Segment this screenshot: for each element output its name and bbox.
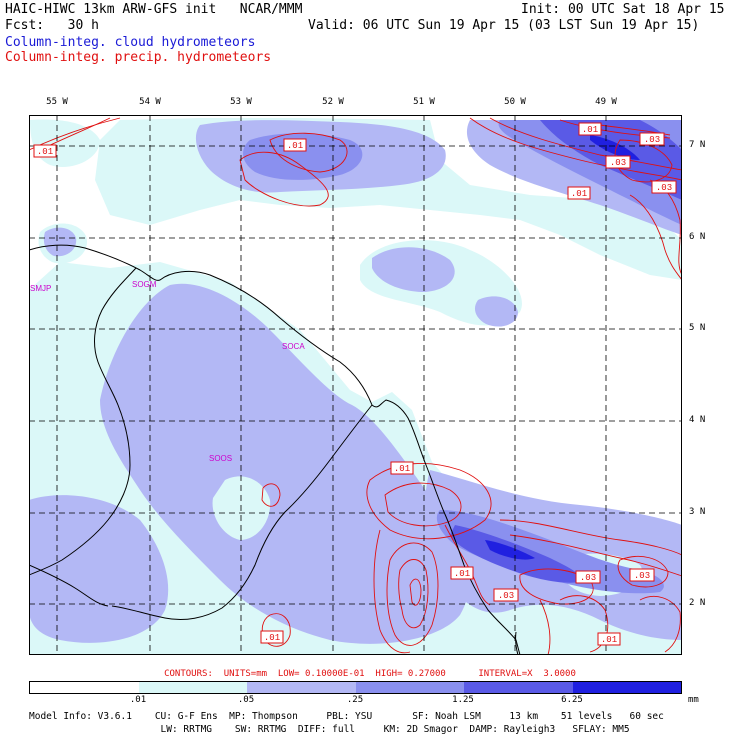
lat-label-4n: 4 N xyxy=(689,415,706,425)
lon-label-51w: 51 W xyxy=(413,97,435,107)
station-soca: SOCA xyxy=(282,342,305,351)
lat-label-6n: 6 N xyxy=(689,232,706,242)
lon-label-49w: 49 W xyxy=(595,97,617,107)
contour-label-12: .01 xyxy=(450,566,474,580)
svg-text:.03: .03 xyxy=(634,571,650,581)
field-cloud-label: Column-integ. cloud hydrometeors xyxy=(5,35,256,50)
svg-text:.03: .03 xyxy=(644,135,660,145)
lat-label-2n: 2 N xyxy=(689,598,706,608)
station-soos: SOOS xyxy=(209,454,232,463)
contour-info: CONTOURS: UNITS=mm LOW= 0.10000E-01 HIGH… xyxy=(164,669,576,679)
svg-text:.01: .01 xyxy=(37,147,53,157)
contour-label-2: .01 xyxy=(283,138,307,152)
colorbar-bin-5 xyxy=(572,682,681,693)
colorbar-bin-0 xyxy=(30,682,139,693)
lon-label-50w: 50 W xyxy=(504,97,526,107)
model-info-line-2: LW: RRTMG SW: RRTMG DIFF: full KM: 2D Sm… xyxy=(29,724,630,735)
coastline xyxy=(29,244,521,655)
model-info-line-1: Model Info: V3.6.1 CU: G-F Ens MP: Thomp… xyxy=(29,711,664,722)
svg-text:.01: .01 xyxy=(454,569,470,579)
lat-label-5n: 5 N xyxy=(689,323,706,333)
map-panel: .01 .01 .03 .03 .03 .01 .01 .01 .03 .03 … xyxy=(29,115,682,655)
forecast-hour: Fcst: 30 h xyxy=(5,18,99,33)
colorbar-label-5: 6.25 xyxy=(561,695,583,705)
colorbar-label-4: 1.25 xyxy=(452,695,474,705)
graticule xyxy=(29,115,682,655)
valid-time: Valid: 06 UTC Sun 19 Apr 15 (03 LST Sun … xyxy=(308,18,700,33)
colorbar-label-2: .05 xyxy=(237,695,255,705)
svg-text:.01: .01 xyxy=(571,189,587,199)
lon-label-54w: 54 W xyxy=(139,97,161,107)
svg-text:.03: .03 xyxy=(498,591,514,601)
svg-text:.03: .03 xyxy=(610,158,626,168)
colorbar-bin-3 xyxy=(355,682,464,693)
svg-text:.01: .01 xyxy=(264,633,280,643)
contour-label-8: .01 xyxy=(390,461,414,475)
station-smjp: SMJP xyxy=(30,284,51,293)
precip-contours xyxy=(29,117,682,655)
colorbar-label-1: .01 xyxy=(129,695,147,705)
contour-label-13: .01 xyxy=(260,630,284,644)
contour-label-6: .01 xyxy=(567,186,591,200)
lat-label-3n: 3 N xyxy=(689,507,706,517)
contour-label-1: .01 xyxy=(33,144,57,158)
svg-text:.03: .03 xyxy=(580,573,596,583)
colorbar-unit: mm xyxy=(688,695,699,705)
contour-label-11: .03 xyxy=(629,568,655,582)
svg-text:.01: .01 xyxy=(287,141,303,151)
lon-label-53w: 53 W xyxy=(230,97,252,107)
lat-label-7n: 7 N xyxy=(689,140,706,150)
lon-label-55w: 55 W xyxy=(46,97,68,107)
contour-label-5: .03 xyxy=(651,180,677,194)
lon-label-52w: 52 W xyxy=(322,97,344,107)
svg-text:.01: .01 xyxy=(601,635,617,645)
plot-title: HAIC-HIWC 13km ARW-GFS init NCAR/MMM xyxy=(5,2,303,17)
contour-label-10: .03 xyxy=(575,570,601,584)
svg-text:.03: .03 xyxy=(656,183,672,193)
colorbar-bin-4 xyxy=(464,682,573,693)
contour-label-4: .03 xyxy=(605,155,631,169)
contour-label-3: .03 xyxy=(639,132,665,146)
svg-text:.01: .01 xyxy=(582,125,598,135)
contour-label-7: .01 xyxy=(578,122,602,136)
contour-value-labels: .01 .01 .03 .03 .03 .01 .01 .01 .03 .03 … xyxy=(33,122,677,646)
cloud-shading xyxy=(29,118,682,655)
svg-text:.01: .01 xyxy=(394,464,410,474)
field-precip-label: Column-integ. precip. hydrometeors xyxy=(5,50,272,65)
station-labels: SMJP SOGM SOCA SOOS xyxy=(30,280,305,463)
contour-label-14: .01 xyxy=(597,632,621,646)
colorbar xyxy=(29,681,682,694)
colorbar-bin-1 xyxy=(138,682,247,693)
station-sogm: SOGM xyxy=(132,280,157,289)
colorbar-bin-2 xyxy=(247,682,356,693)
init-time: Init: 00 UTC Sat 18 Apr 15 xyxy=(521,2,725,17)
colorbar-label-3: .25 xyxy=(346,695,364,705)
contour-label-9: .03 xyxy=(493,588,519,602)
